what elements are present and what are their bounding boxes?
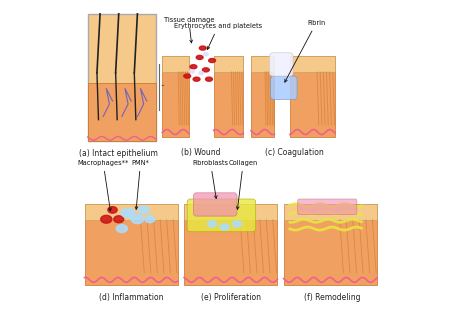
Text: Fibrin: Fibrin: [285, 20, 326, 82]
Text: Macrophages**: Macrophages**: [77, 160, 129, 211]
Ellipse shape: [145, 216, 155, 223]
FancyBboxPatch shape: [187, 199, 255, 232]
Text: Tissue damage: Tissue damage: [164, 17, 214, 43]
Text: (f) Remodeling: (f) Remodeling: [304, 293, 360, 302]
FancyBboxPatch shape: [84, 204, 178, 219]
Text: PMN*: PMN*: [132, 160, 149, 209]
FancyBboxPatch shape: [88, 14, 156, 141]
Ellipse shape: [220, 224, 229, 230]
Ellipse shape: [208, 221, 217, 227]
Text: Fibroblasts: Fibroblasts: [192, 160, 228, 198]
Ellipse shape: [121, 208, 135, 218]
Ellipse shape: [190, 65, 197, 69]
Ellipse shape: [200, 46, 206, 50]
Text: (d) Inflammation: (d) Inflammation: [99, 293, 164, 302]
Ellipse shape: [100, 215, 112, 223]
FancyBboxPatch shape: [271, 76, 297, 100]
FancyBboxPatch shape: [290, 56, 335, 72]
FancyBboxPatch shape: [162, 56, 189, 137]
FancyBboxPatch shape: [214, 56, 243, 137]
Ellipse shape: [209, 58, 216, 62]
FancyBboxPatch shape: [251, 56, 274, 137]
Ellipse shape: [116, 225, 128, 232]
FancyBboxPatch shape: [184, 204, 277, 219]
FancyBboxPatch shape: [283, 204, 377, 219]
FancyBboxPatch shape: [162, 56, 189, 72]
Ellipse shape: [203, 53, 208, 56]
FancyBboxPatch shape: [214, 56, 243, 72]
Ellipse shape: [232, 221, 242, 227]
Text: (a) Intact epithelium: (a) Intact epithelium: [79, 149, 158, 158]
Text: Erythrocytes and platelets: Erythrocytes and platelets: [174, 23, 263, 49]
Ellipse shape: [202, 68, 210, 72]
FancyBboxPatch shape: [298, 199, 357, 214]
FancyBboxPatch shape: [283, 204, 377, 284]
Ellipse shape: [190, 70, 194, 73]
FancyBboxPatch shape: [84, 204, 178, 284]
Ellipse shape: [108, 207, 117, 213]
Ellipse shape: [199, 71, 203, 74]
Text: (c) Coagulation: (c) Coagulation: [265, 148, 324, 157]
Ellipse shape: [184, 74, 191, 78]
Ellipse shape: [196, 55, 203, 59]
Ellipse shape: [114, 216, 124, 223]
FancyBboxPatch shape: [270, 53, 293, 76]
FancyBboxPatch shape: [290, 56, 335, 137]
FancyBboxPatch shape: [193, 193, 237, 216]
Text: (b) Wound: (b) Wound: [182, 148, 221, 157]
Ellipse shape: [193, 77, 200, 81]
Ellipse shape: [131, 215, 144, 224]
Text: Collagen: Collagen: [228, 160, 258, 209]
FancyBboxPatch shape: [184, 204, 277, 284]
FancyBboxPatch shape: [251, 56, 274, 72]
FancyBboxPatch shape: [88, 83, 156, 141]
Ellipse shape: [206, 77, 212, 81]
Text: (e) Proliferation: (e) Proliferation: [201, 293, 261, 302]
Ellipse shape: [138, 206, 149, 214]
